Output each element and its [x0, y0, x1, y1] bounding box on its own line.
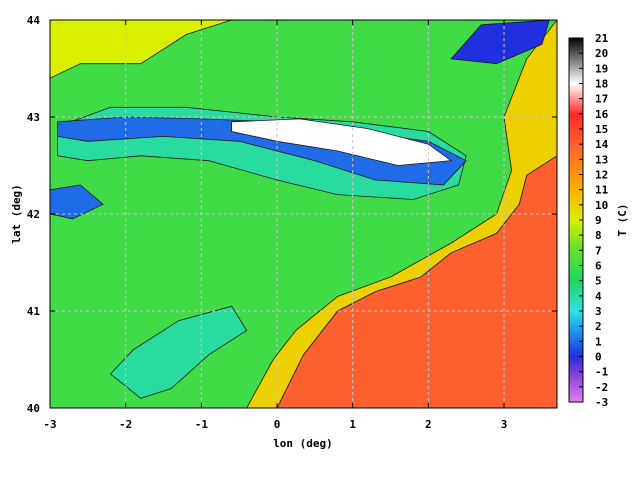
colorbar-tick-label: 9 [595, 214, 602, 227]
colorbar-tick-label: 6 [595, 260, 602, 273]
x-axis-title: lon (deg) [273, 437, 333, 450]
x-tick-label: 1 [349, 418, 356, 431]
region-ne-mountain [450, 20, 550, 65]
temperature-regions [50, 20, 557, 408]
colorbar-tick-label: 7 [595, 244, 602, 257]
grid-lines [50, 20, 557, 408]
colorbar-tick-label: -1 [595, 366, 609, 379]
region-west-ridge [50, 184, 104, 220]
colorbar-tick-label: 4 [595, 290, 602, 303]
colorbar-tick-label: 8 [595, 229, 602, 242]
region-coastal-strip [246, 20, 557, 408]
colorbar-tick-label: 16 [595, 108, 609, 121]
colorbar-tick-label: 19 [595, 62, 608, 75]
region-pyrenees-peaks [231, 118, 453, 166]
colorbar-tick-label: 14 [595, 138, 609, 151]
colorbar-tick-label: 21 [595, 32, 609, 45]
colorbar-tick-label: -3 [595, 396, 608, 409]
colorbar-tick-label: 1 [595, 335, 602, 348]
x-tick-label: 0 [274, 418, 281, 431]
colorbar-tick-label: 2 [595, 320, 602, 333]
colorbar-tick-label: 20 [595, 47, 608, 60]
region-iberian-range [109, 305, 248, 399]
y-axis-ticks: 40 41 42 43 44 [27, 14, 557, 415]
y-tick-label: 41 [27, 305, 41, 318]
colorbar-tick-label: 18 [595, 78, 608, 91]
colorbar-tick-label: 13 [595, 153, 608, 166]
y-tick-label: 43 [27, 111, 40, 124]
x-tick-label: -1 [195, 418, 209, 431]
plot-area [50, 20, 557, 408]
x-tick-label: 3 [501, 418, 508, 431]
x-tick-label: -3 [43, 418, 56, 431]
colorbar-tick-label: 17 [595, 93, 608, 106]
colorbar-tick-label: 3 [595, 305, 602, 318]
colorbar-tick-label: 12 [595, 169, 608, 182]
x-tick-label: 2 [425, 418, 432, 431]
colorbar-tick-label: 0 [595, 351, 602, 364]
colorbar-tick-label: 10 [595, 199, 608, 212]
colorbar-tick-label: 5 [595, 275, 602, 288]
x-tick-label: -2 [119, 418, 132, 431]
colorbar-tick-label: 15 [595, 123, 608, 136]
y-tick-label: 40 [27, 402, 40, 415]
colorbar-title: T (C) [616, 203, 629, 236]
colorbar: -3-2-10123456789101112131415161718192021… [568, 32, 629, 409]
y-tick-label: 42 [27, 208, 40, 221]
region-north-lowland [50, 20, 232, 79]
x-axis-ticks: -3 -2 -1 0 1 2 3 [43, 20, 507, 431]
y-tick-label: 44 [27, 14, 41, 27]
colorbar-tick-label: 11 [595, 184, 609, 197]
colorbar-tick-label: -2 [595, 381, 608, 394]
y-axis-title: lat (deg) [10, 184, 23, 244]
